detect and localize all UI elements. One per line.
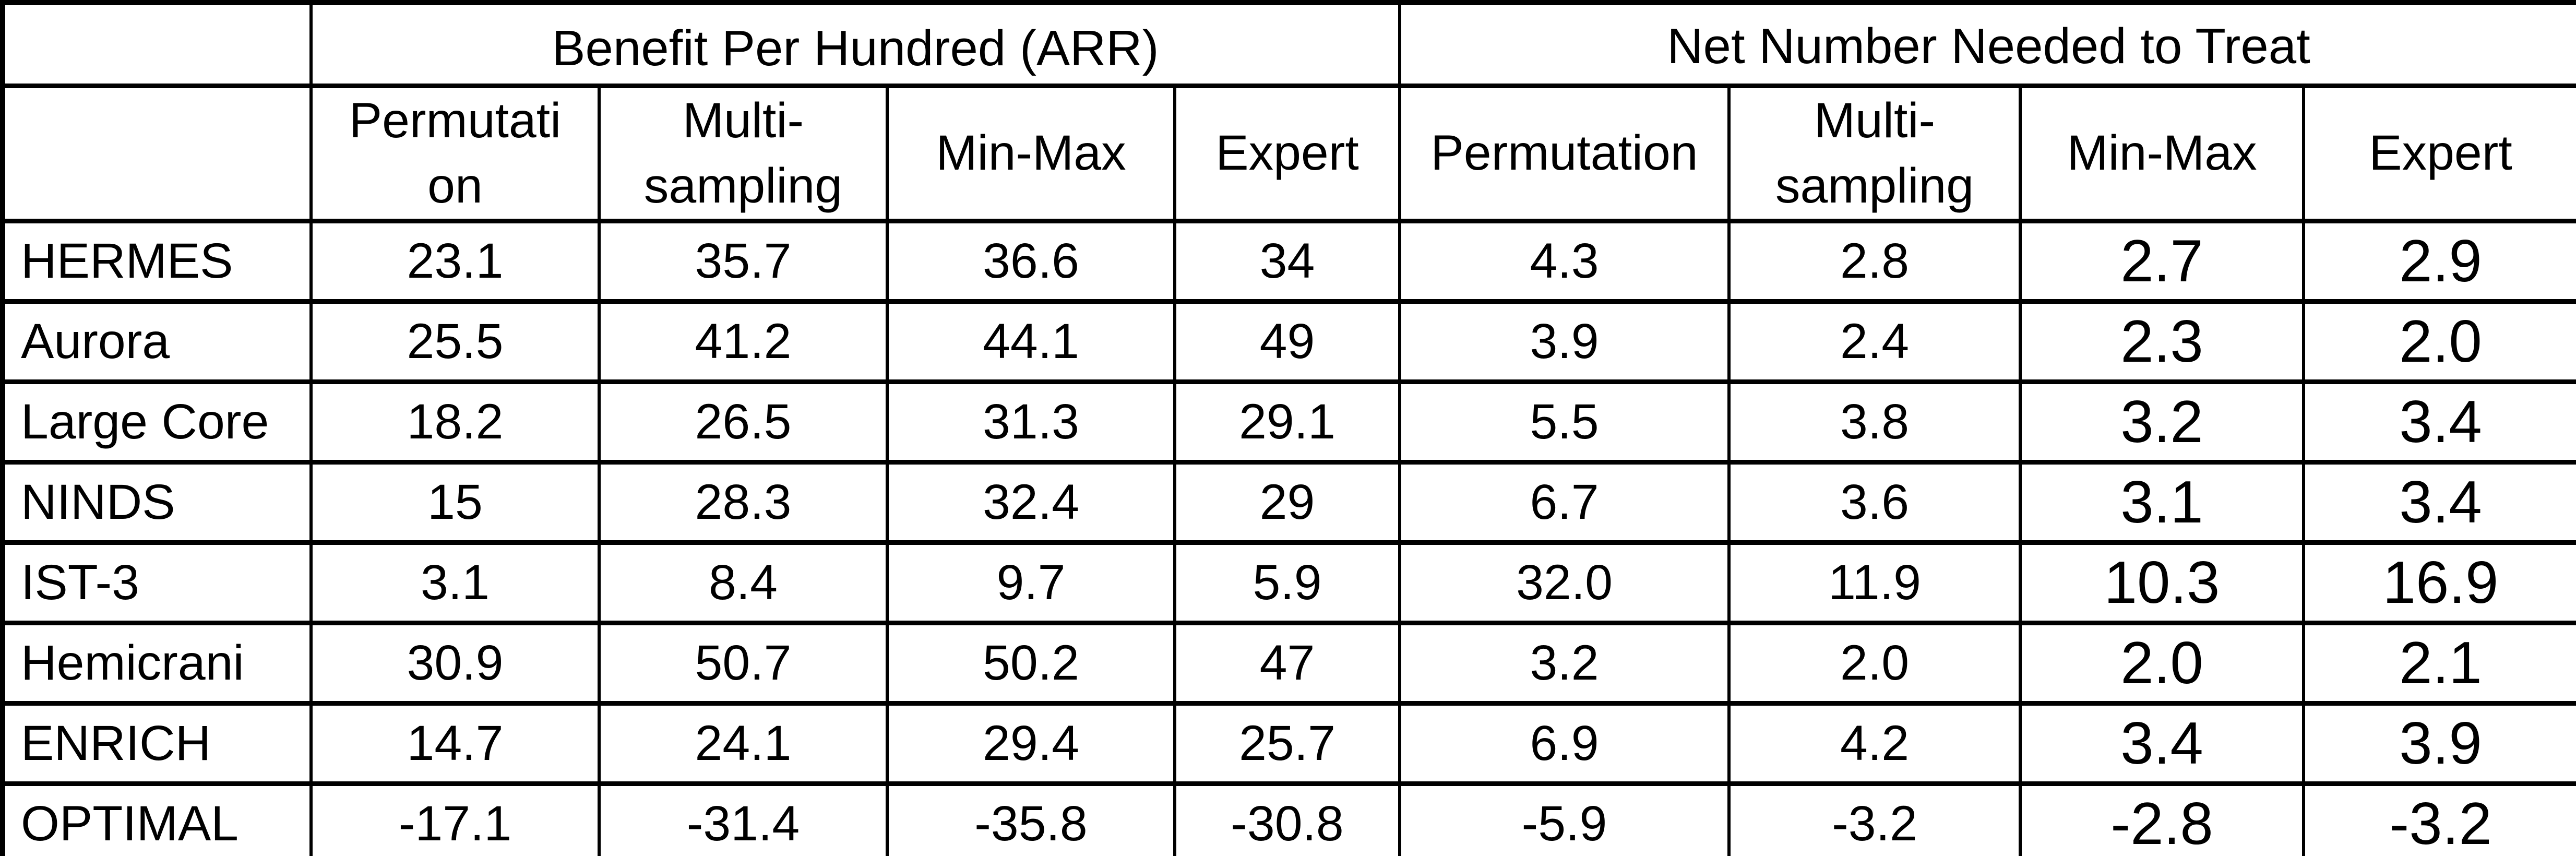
data-cell: 18.2 bbox=[309, 379, 601, 465]
corner-cell bbox=[1, 83, 313, 224]
data-cell: 15 bbox=[309, 460, 601, 545]
row-label: Aurora bbox=[1, 299, 313, 385]
data-cell: 35.7 bbox=[598, 219, 889, 304]
data-cell: 3.1 bbox=[2019, 460, 2306, 545]
data-cell: 32.4 bbox=[886, 460, 1176, 545]
data-cell: 2.8 bbox=[1727, 219, 2022, 304]
data-cell: -17.1 bbox=[309, 781, 601, 856]
data-cell: 31.3 bbox=[886, 379, 1176, 465]
data-cell: 3.4 bbox=[2302, 460, 2576, 545]
data-cell: 28.3 bbox=[598, 460, 889, 545]
column-header-nnt-expert: Expert bbox=[2302, 83, 2576, 224]
data-cell: -35.8 bbox=[886, 781, 1176, 856]
data-cell: 41.2 bbox=[598, 299, 889, 385]
data-cell: 6.7 bbox=[1398, 460, 1731, 545]
table-row-hemicrani: Hemicrani 30.9 50.7 50.2 47 3.2 2.0 2.0 … bbox=[1, 621, 2576, 706]
data-cell: -2.8 bbox=[2019, 781, 2306, 856]
data-cell: 29 bbox=[1173, 460, 1402, 545]
data-cell: 6.9 bbox=[1398, 701, 1731, 787]
data-cell: 50.2 bbox=[886, 621, 1176, 706]
row-label: IST-3 bbox=[1, 540, 313, 626]
data-cell: 2.9 bbox=[2302, 219, 2576, 304]
data-cell: 10.3 bbox=[2019, 540, 2306, 626]
data-cell: 2.3 bbox=[2019, 299, 2306, 385]
table-row-aurora: Aurora 25.5 41.2 44.1 49 3.9 2.4 2.3 2.0 bbox=[1, 299, 2576, 385]
data-cell: 2.0 bbox=[2302, 299, 2576, 385]
data-cell: 2.4 bbox=[1727, 299, 2022, 385]
data-cell: 29.1 bbox=[1173, 379, 1402, 465]
data-cell: -3.2 bbox=[1727, 781, 2022, 856]
data-cell: 26.5 bbox=[598, 379, 889, 465]
data-cell: 36.6 bbox=[886, 219, 1176, 304]
data-cell: 30.9 bbox=[309, 621, 601, 706]
column-header-arr-multisampling: Multi- sampling bbox=[598, 83, 889, 224]
data-cell: 9.7 bbox=[886, 540, 1176, 626]
column-header-nnt-multisampling: Multi- sampling bbox=[1727, 83, 2022, 224]
data-cell: 23.1 bbox=[309, 219, 601, 304]
row-label: OPTIMAL bbox=[1, 781, 313, 856]
column-header-nnt-minmax: Min-Max bbox=[2019, 83, 2306, 224]
data-cell: 4.2 bbox=[1727, 701, 2022, 787]
table-row-large-core: Large Core 18.2 26.5 31.3 29.1 5.5 3.8 3… bbox=[1, 379, 2576, 465]
data-cell: 3.4 bbox=[2019, 701, 2306, 787]
data-cell: -30.8 bbox=[1173, 781, 1402, 856]
data-cell: 2.7 bbox=[2019, 219, 2306, 304]
data-cell: 24.1 bbox=[598, 701, 889, 787]
corner-cell bbox=[1, 0, 313, 88]
data-cell: 3.2 bbox=[1398, 621, 1731, 706]
row-label: ENRICH bbox=[1, 701, 313, 787]
group-header-row: Benefit Per Hundred (ARR) Net Number Nee… bbox=[1, 0, 2576, 88]
data-cell: 2.1 bbox=[2302, 621, 2576, 706]
data-cell: 3.1 bbox=[309, 540, 601, 626]
data-cell: 14.7 bbox=[309, 701, 601, 787]
data-cell: 29.4 bbox=[886, 701, 1176, 787]
column-header-arr-minmax: Min-Max bbox=[886, 83, 1176, 224]
column-header-nnt-permutation: Permutation bbox=[1398, 83, 1731, 224]
column-header-arr-expert: Expert bbox=[1173, 83, 1402, 224]
column-header-arr-permutation: Permutati on bbox=[309, 83, 601, 224]
group-header-nnt: Net Number Needed to Treat bbox=[1398, 0, 2576, 88]
data-cell: 32.0 bbox=[1398, 540, 1731, 626]
data-cell: -5.9 bbox=[1398, 781, 1731, 856]
data-cell: -31.4 bbox=[598, 781, 889, 856]
data-cell: -3.2 bbox=[2302, 781, 2576, 856]
data-cell: 8.4 bbox=[598, 540, 889, 626]
data-cell: 5.9 bbox=[1173, 540, 1402, 626]
data-cell: 3.9 bbox=[2302, 701, 2576, 787]
table-row-hermes: HERMES 23.1 35.7 36.6 34 4.3 2.8 2.7 2.9 bbox=[1, 219, 2576, 304]
data-cell: 2.0 bbox=[2019, 621, 2306, 706]
data-cell: 4.3 bbox=[1398, 219, 1731, 304]
table-row-ist3: IST-3 3.1 8.4 9.7 5.9 32.0 11.9 10.3 16.… bbox=[1, 540, 2576, 626]
data-cell: 3.2 bbox=[2019, 379, 2306, 465]
data-cell: 3.4 bbox=[2302, 379, 2576, 465]
row-label: Large Core bbox=[1, 379, 313, 465]
row-label: Hemicrani bbox=[1, 621, 313, 706]
data-cell: 25.7 bbox=[1173, 701, 1402, 787]
data-cell: 11.9 bbox=[1727, 540, 2022, 626]
data-cell: 49 bbox=[1173, 299, 1402, 385]
row-label: NINDS bbox=[1, 460, 313, 545]
table-row-ninds: NINDS 15 28.3 32.4 29 6.7 3.6 3.1 3.4 bbox=[1, 460, 2576, 545]
data-cell: 3.8 bbox=[1727, 379, 2022, 465]
data-cell: 3.6 bbox=[1727, 460, 2022, 545]
data-cell: 3.9 bbox=[1398, 299, 1731, 385]
data-cell: 47 bbox=[1173, 621, 1402, 706]
row-label: HERMES bbox=[1, 219, 313, 304]
data-cell: 5.5 bbox=[1398, 379, 1731, 465]
group-header-arr: Benefit Per Hundred (ARR) bbox=[309, 0, 1402, 88]
data-cell: 50.7 bbox=[598, 621, 889, 706]
data-cell: 44.1 bbox=[886, 299, 1176, 385]
data-cell: 25.5 bbox=[309, 299, 601, 385]
table-row-optimal: OPTIMAL -17.1 -31.4 -35.8 -30.8 -5.9 -3.… bbox=[1, 781, 2576, 856]
data-cell: 16.9 bbox=[2302, 540, 2576, 626]
column-header-row: Permutati on Multi- sampling Min-Max Exp… bbox=[1, 83, 2576, 224]
data-cell: 2.0 bbox=[1727, 621, 2022, 706]
table-row-enrich: ENRICH 14.7 24.1 29.4 25.7 6.9 4.2 3.4 3… bbox=[1, 701, 2576, 787]
data-cell: 34 bbox=[1173, 219, 1402, 304]
